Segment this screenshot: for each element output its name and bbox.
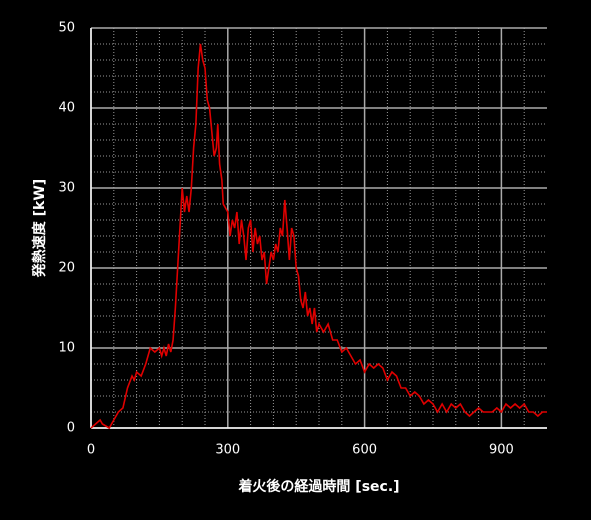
y-axis-title: 発熱速度 [kW] xyxy=(31,179,48,278)
x-tick-label: 300 xyxy=(215,443,240,458)
x-tick-label: 0 xyxy=(87,443,95,458)
y-tick-label: 40 xyxy=(58,101,75,116)
x-tick-label: 900 xyxy=(489,443,514,458)
y-tick-label: 50 xyxy=(58,21,75,36)
x-tick-label: 600 xyxy=(352,443,377,458)
y-tick-label: 30 xyxy=(58,181,75,196)
y-tick-label: 10 xyxy=(58,341,75,356)
y-tick-label: 0 xyxy=(67,421,75,436)
y-tick-label: 20 xyxy=(58,261,75,276)
data-line xyxy=(90,43,547,430)
x-axis-title: 着火後の経過時間 [sec.] xyxy=(237,478,399,495)
